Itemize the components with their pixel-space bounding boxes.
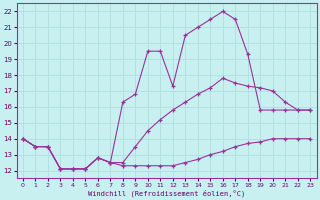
X-axis label: Windchill (Refroidissement éolien,°C): Windchill (Refroidissement éolien,°C): [88, 189, 245, 197]
